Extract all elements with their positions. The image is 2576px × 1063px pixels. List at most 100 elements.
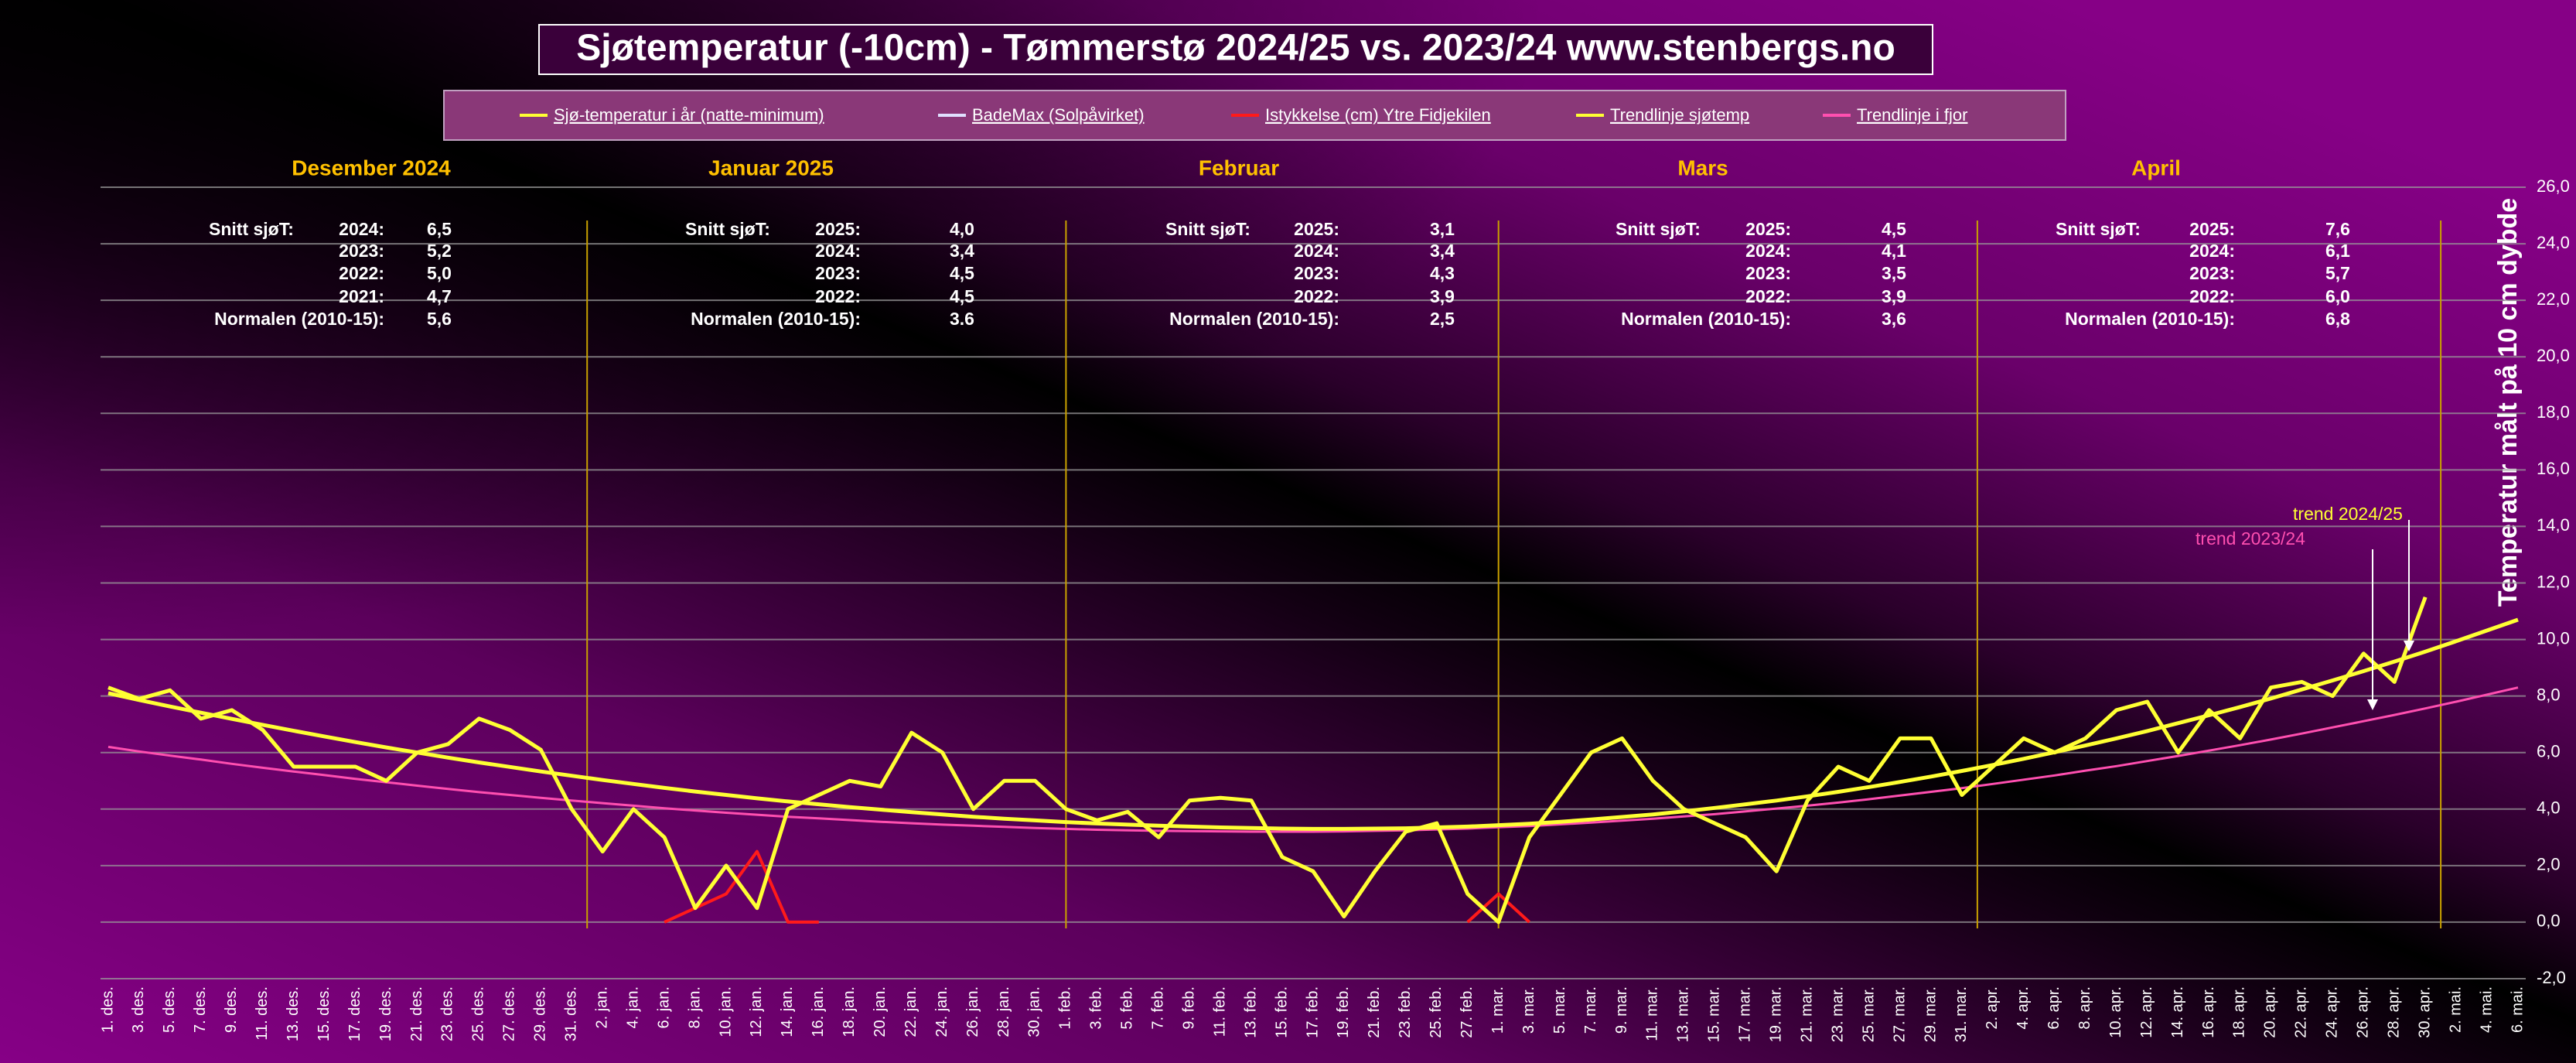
- stat-label: Normalen (2010-15):: [691, 309, 861, 329]
- x-tick-label: 27. mar.: [1891, 986, 1908, 1042]
- stat-value: 3,9: [1882, 286, 1906, 306]
- x-tick-label: 7. feb.: [1150, 986, 1167, 1030]
- stat-value: 4,7: [427, 286, 452, 306]
- y-tick-label: 6,0: [2537, 742, 2561, 761]
- annotation: trend 2024/25: [2293, 504, 2403, 524]
- stat-label: Normalen (2010-15):: [1169, 309, 1339, 329]
- x-tick-label: 19. feb.: [1335, 986, 1352, 1038]
- x-tick-label: 21. feb.: [1366, 986, 1383, 1038]
- stat-value: 7,6: [2325, 219, 2350, 239]
- stat-year: 2023:: [339, 241, 384, 261]
- x-tick-label: 3. mar.: [1520, 986, 1537, 1034]
- x-tick-label: 8. apr.: [2076, 986, 2093, 1030]
- x-tick-label: 26. apr.: [2355, 986, 2372, 1038]
- legend-label: Trendlinje i fjor: [1857, 105, 1967, 125]
- x-tick-label: 11. des.: [254, 986, 271, 1041]
- x-tick-label: 16. apr.: [2200, 986, 2217, 1038]
- stat-value: 3,5: [1882, 263, 1906, 283]
- stat-label: Snitt sjøT:: [685, 219, 770, 239]
- x-tick-label: 13. des.: [285, 986, 302, 1041]
- stat-value: 4,1: [1882, 241, 1906, 261]
- x-tick-label: 15. des.: [316, 986, 333, 1041]
- x-tick-label: 25. mar.: [1860, 986, 1877, 1042]
- x-tick-label: 31. mar.: [1953, 986, 1970, 1042]
- stat-label: Snitt sjøT:: [1165, 219, 1250, 239]
- x-tick-label: 25. des.: [470, 986, 487, 1041]
- x-tick-label: 26. jan.: [964, 986, 981, 1037]
- x-tick-label: 2. apr.: [1984, 986, 2001, 1030]
- stat-value: 2,5: [1430, 309, 1455, 329]
- stat-value: 3,4: [950, 241, 974, 261]
- stat-value: 6,0: [2325, 286, 2350, 306]
- stat-year: 2025:: [815, 219, 861, 239]
- x-tick-label: 10. jan.: [717, 986, 734, 1037]
- x-tick-label: 9. mar.: [1613, 986, 1630, 1034]
- x-tick-label: 16. jan.: [810, 986, 827, 1037]
- stat-value: 6,8: [2325, 309, 2350, 329]
- x-tick-label: 4. apr.: [2015, 986, 2032, 1030]
- stat-value: 6,5: [427, 219, 452, 239]
- stat-year: 2024:: [339, 219, 384, 239]
- stat-year: 2022:: [1745, 286, 1791, 306]
- y-tick-label: 16,0: [2537, 459, 2570, 478]
- stat-label: Snitt sjøT:: [209, 219, 294, 239]
- stat-year: 2023:: [1294, 263, 1339, 283]
- x-tick-label: 9. des.: [223, 986, 240, 1033]
- stat-value: 5,2: [427, 241, 452, 261]
- x-tick-label: 9. feb.: [1180, 986, 1197, 1030]
- series-line: [107, 596, 2428, 925]
- stat-value: 6,1: [2325, 241, 2350, 261]
- x-tick-label: 14. jan.: [779, 986, 796, 1037]
- x-tick-label: 12. jan.: [748, 986, 765, 1037]
- month-header: Januar 2025: [708, 156, 834, 179]
- annotation: trend 2023/24: [2196, 528, 2305, 549]
- stat-year: 2024:: [2189, 241, 2235, 261]
- stat-year: 2021:: [339, 286, 384, 306]
- x-tick-label: 24. apr.: [2324, 986, 2341, 1038]
- annotation-arrowhead: [2404, 641, 2414, 651]
- legend-label: Trendlinje sjøtemp: [1610, 105, 1749, 125]
- x-tick-label: 4. mai.: [2478, 986, 2495, 1033]
- x-tick-label: 5. feb.: [1119, 986, 1136, 1030]
- x-tick-label: 24. jan.: [933, 986, 950, 1037]
- y-tick-label: 2,0: [2537, 855, 2561, 874]
- stat-year: 2022:: [1294, 286, 1339, 306]
- x-tick-label: 6. jan.: [655, 986, 672, 1028]
- x-tick-label: 30. apr.: [2416, 986, 2433, 1038]
- x-tick-label: 19. des.: [377, 986, 394, 1041]
- y-tick-label: 24,0: [2537, 233, 2570, 252]
- stat-value: 3.6: [950, 309, 974, 329]
- x-tick-label: 23. des.: [439, 986, 456, 1041]
- stat-year: 2022:: [339, 263, 384, 283]
- y-axis-label: Temperatur målt på 10 cm dybde: [2493, 198, 2523, 607]
- stat-value: 4,0: [950, 219, 974, 239]
- x-tick-label: 11. feb.: [1211, 986, 1228, 1037]
- x-tick-label: 25. feb.: [1428, 986, 1445, 1038]
- x-tick-label: 14. apr.: [2169, 986, 2186, 1038]
- title-box: [538, 24, 1933, 75]
- x-tick-label: 1. des.: [99, 986, 116, 1033]
- month-header: Februar: [1199, 156, 1279, 179]
- x-tick-label: 15. mar.: [1706, 986, 1723, 1042]
- y-tick-label: -2,0: [2537, 968, 2566, 987]
- stat-year: 2025:: [2189, 219, 2235, 239]
- x-tick-label: 19. mar.: [1768, 986, 1785, 1042]
- stat-label: Normalen (2010-15):: [2065, 309, 2235, 329]
- x-tick-label: 13. feb.: [1242, 986, 1259, 1038]
- x-tick-label: 12. apr.: [2138, 986, 2155, 1038]
- x-tick-label: 4. jan.: [624, 986, 641, 1028]
- stat-label: Normalen (2010-15):: [1621, 309, 1791, 329]
- x-tick-label: 28. apr.: [2385, 986, 2402, 1038]
- chart-title: Sjøtemperatur (-10cm) - Tømmerstø 2024/2…: [576, 28, 1895, 69]
- annotation-arrowhead: [2367, 699, 2378, 710]
- x-tick-label: 23. feb.: [1397, 986, 1414, 1038]
- x-tick-label: 22. jan.: [902, 986, 920, 1037]
- x-tick-label: 5. des.: [161, 986, 178, 1033]
- x-tick-label: 21. mar.: [1798, 986, 1815, 1042]
- series-line: [107, 686, 2519, 833]
- x-tick-label: 5. mar.: [1551, 986, 1568, 1034]
- stat-value: 4,5: [1882, 219, 1906, 239]
- y-tick-label: 22,0: [2537, 289, 2570, 309]
